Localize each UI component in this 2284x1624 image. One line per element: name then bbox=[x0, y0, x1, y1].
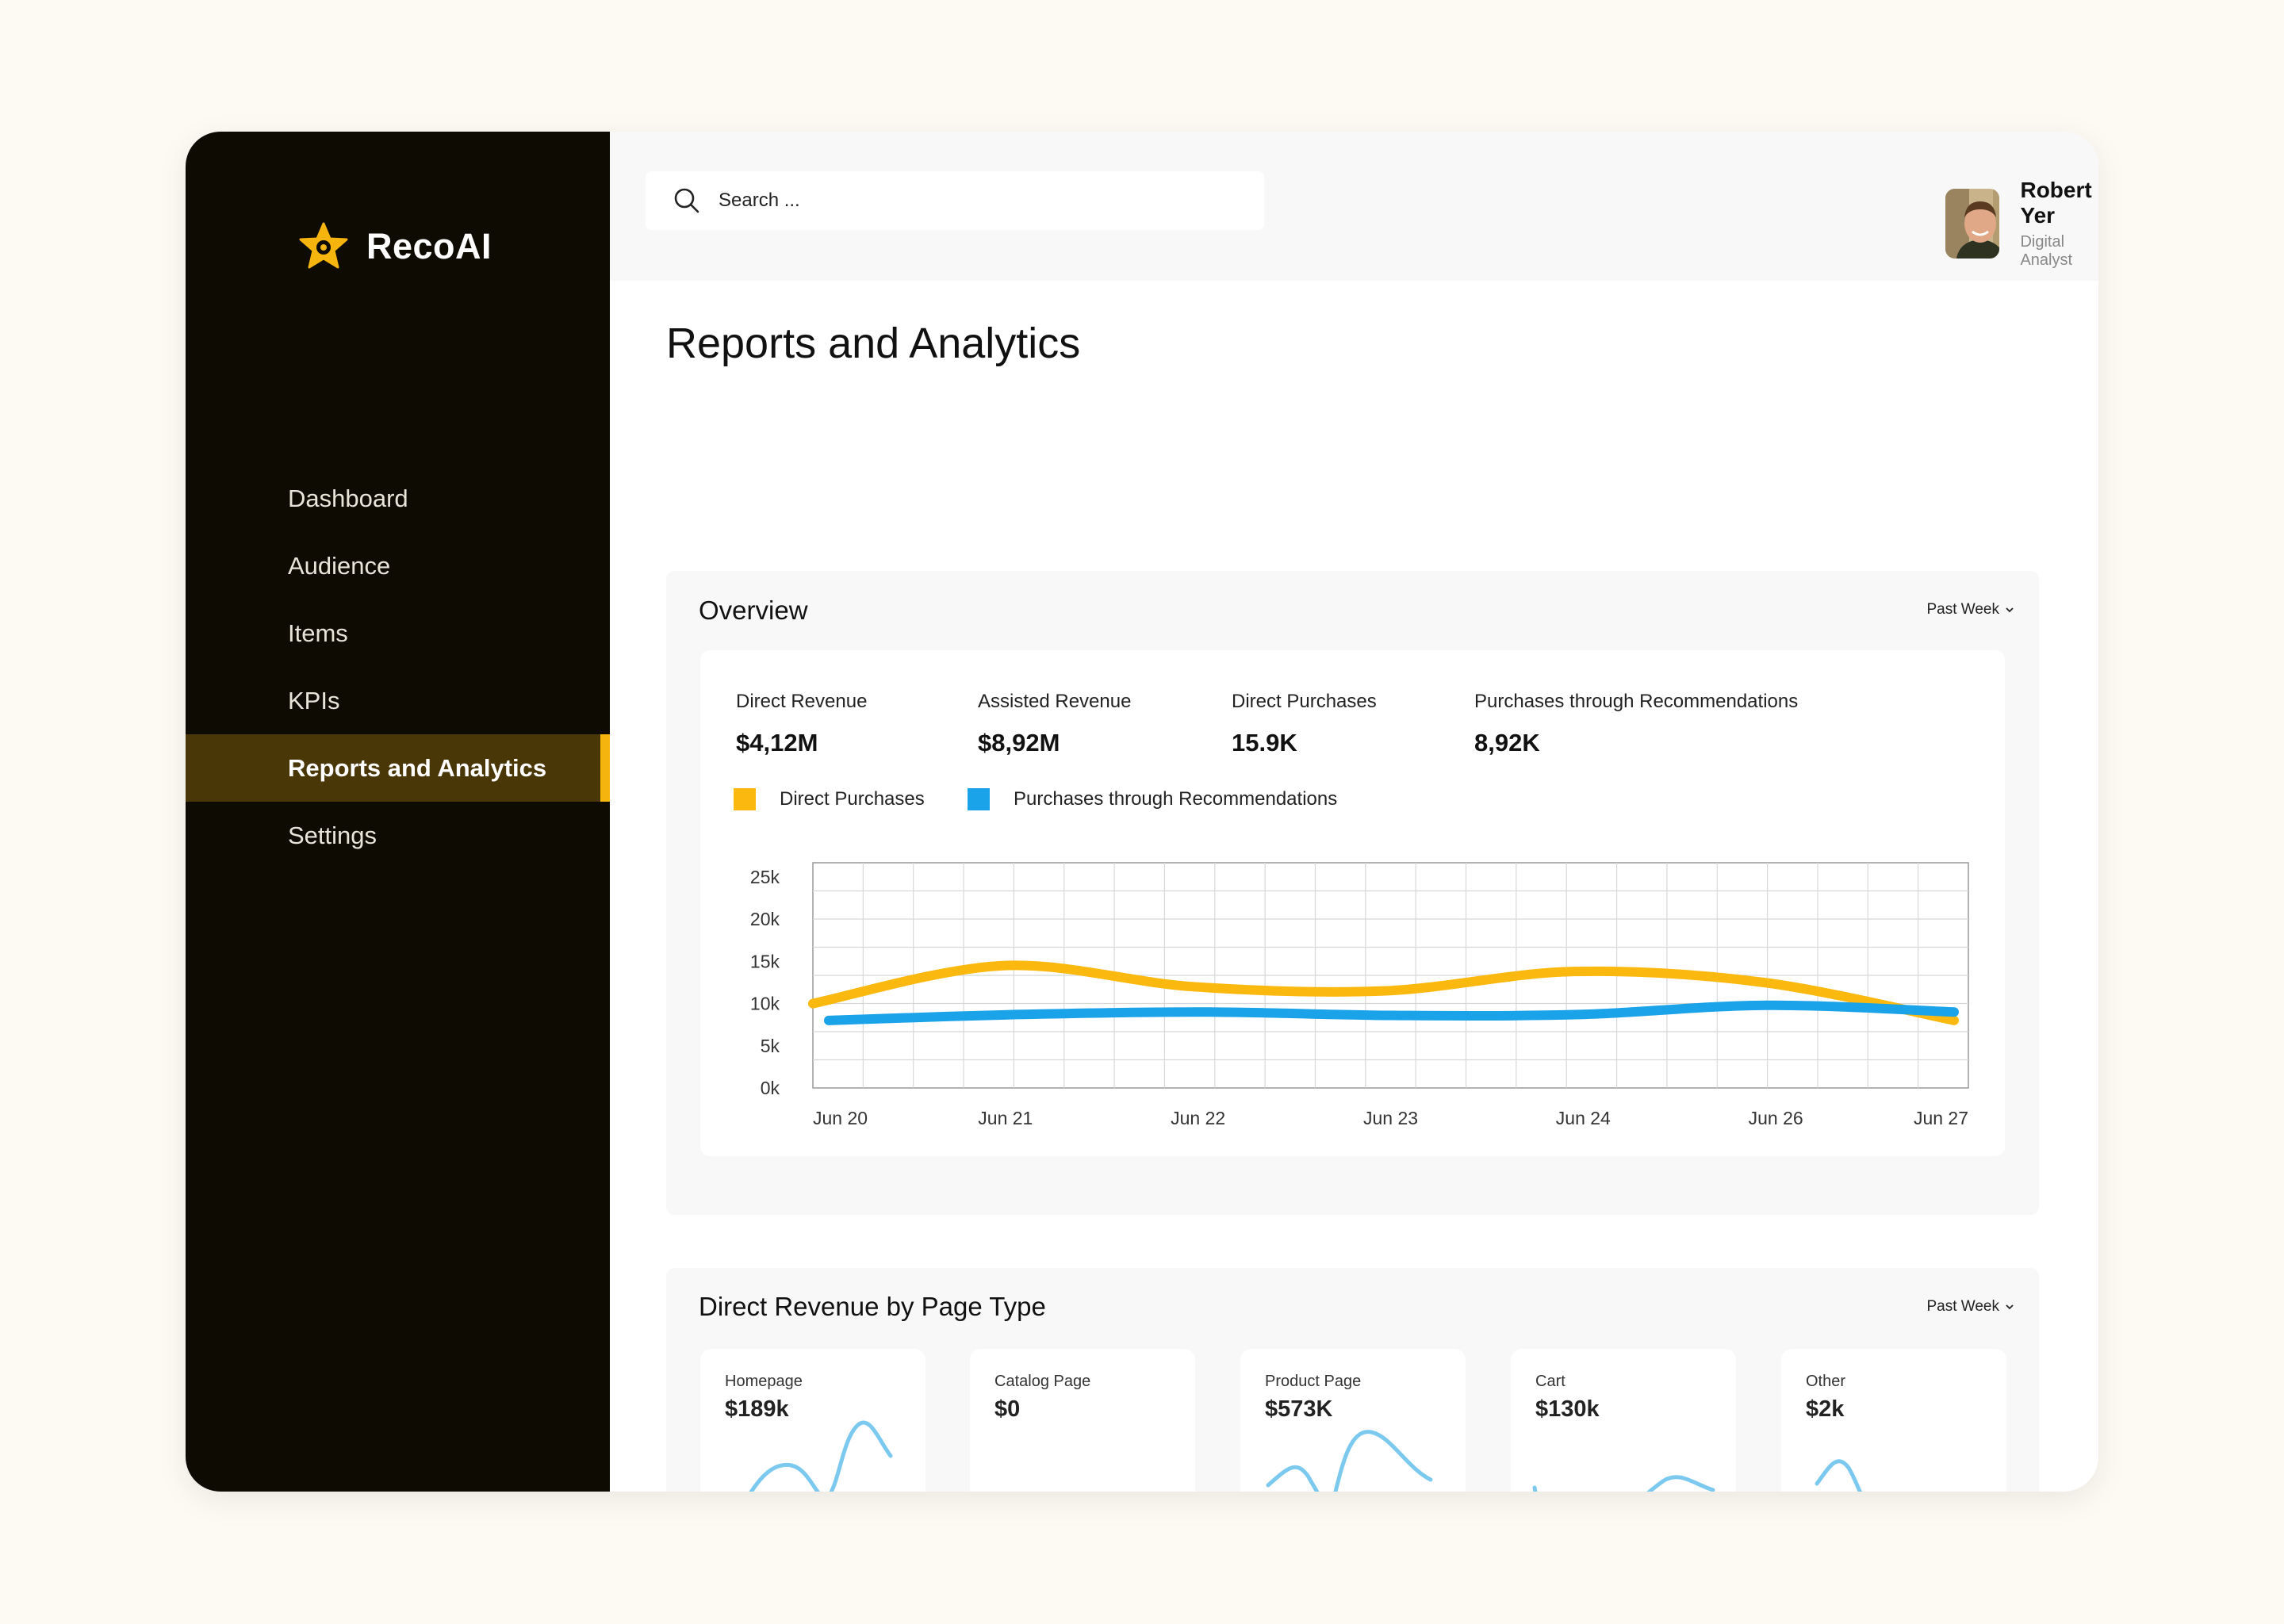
search-box[interactable] bbox=[646, 171, 1264, 230]
page-type-value: $573K bbox=[1265, 1396, 1333, 1422]
page-type-card-catalog-page[interactable]: Catalog Page $0 bbox=[970, 1349, 1195, 1492]
sparkline bbox=[970, 1349, 1195, 1492]
logo[interactable]: RecoAI bbox=[298, 221, 492, 272]
x-tick-label: Jun 27 bbox=[1914, 1108, 1968, 1128]
overview-card: Overview Past Week Direct Revenue $4,12M… bbox=[666, 571, 2039, 1215]
period-label: Past Week bbox=[1926, 601, 1999, 618]
page-type-value: $189k bbox=[725, 1396, 789, 1422]
revenue-by-page-type-card: Direct Revenue by Page Type Past Week Ho… bbox=[666, 1268, 2039, 1492]
x-tick-label: Jun 24 bbox=[1556, 1108, 1611, 1128]
legend-label: Purchases through Recommendations bbox=[1014, 788, 1338, 810]
y-tick-label: 0k bbox=[761, 1078, 780, 1098]
page-type-value: $0 bbox=[994, 1396, 1021, 1422]
page-type-label: Cart bbox=[1535, 1373, 1565, 1390]
stat-direct-revenue: Direct Revenue $4,12M bbox=[736, 691, 867, 757]
sidebar-item-reports-and-analytics[interactable]: Reports and Analytics bbox=[186, 734, 610, 802]
search-icon bbox=[674, 188, 699, 213]
sparkline bbox=[1532, 1475, 1715, 1492]
user-name: Robert Yer bbox=[2020, 178, 2092, 228]
series-line-direct-purchases bbox=[808, 960, 1959, 1025]
stat-label: Assisted Revenue bbox=[978, 691, 1132, 712]
sidebar-item-kpis[interactable]: KPIs bbox=[288, 686, 340, 714]
y-tick-label: 25k bbox=[750, 867, 780, 887]
top-bar: Robert Yer Digital Analyst bbox=[610, 132, 2098, 281]
app-name: RecoAI bbox=[366, 226, 492, 266]
sidebar-item-dashboard[interactable]: Dashboard bbox=[288, 484, 408, 512]
legend-purchases-through-recommendations: Purchases through Recommendations bbox=[968, 788, 1337, 810]
revenue-title: Direct Revenue by Page Type bbox=[699, 1292, 1046, 1321]
page-type-value: $2k bbox=[1806, 1396, 1845, 1422]
sidebar-item-items[interactable]: Items bbox=[288, 619, 348, 647]
y-tick-label: 5k bbox=[761, 1036, 780, 1056]
page-type-card-homepage[interactable]: Homepage $189k bbox=[700, 1349, 925, 1492]
stat-label: Direct Purchases bbox=[1232, 691, 1377, 712]
page-title: Reports and Analytics bbox=[666, 320, 1081, 367]
stat-assisted-revenue: Assisted Revenue $8,92M bbox=[978, 691, 1131, 757]
chevron-down-icon bbox=[2006, 1304, 2014, 1310]
series-line-purchases-through-recommendations bbox=[824, 1000, 1959, 1025]
stat-value: 15.9K bbox=[1232, 729, 1297, 756]
avatar bbox=[1945, 189, 2000, 259]
stat-label: Purchases through Recommendations bbox=[1474, 691, 1799, 712]
legend-direct-purchases: Direct Purchases bbox=[734, 788, 925, 810]
overview-title: Overview bbox=[699, 596, 808, 625]
y-tick-label: 10k bbox=[750, 994, 780, 1014]
main-content: Robert Yer Digital Analyst Reports and A… bbox=[610, 132, 2098, 1492]
user-profile[interactable]: Robert Yer Digital Analyst bbox=[1945, 178, 2098, 270]
x-tick-label: Jun 22 bbox=[1171, 1108, 1225, 1128]
sparkline bbox=[1815, 1459, 1863, 1492]
stat-direct-purchases: Direct Purchases 15.9K bbox=[1232, 691, 1377, 757]
x-tick-label: Jun 26 bbox=[1749, 1108, 1803, 1128]
star-logo-icon bbox=[299, 222, 348, 269]
legend-swatch bbox=[734, 788, 756, 810]
legend-label: Direct Purchases bbox=[780, 788, 925, 810]
page-type-card-other[interactable]: Other $2k bbox=[1781, 1349, 2006, 1492]
sidebar-item-audience[interactable]: Audience bbox=[288, 551, 391, 580]
sidebar-item-settings[interactable]: Settings bbox=[288, 821, 377, 849]
y-tick-label: 20k bbox=[750, 909, 780, 929]
stat-value: $8,92M bbox=[978, 729, 1060, 756]
app-window: RecoAI Dashboard Audience Items KPIs Rep… bbox=[186, 132, 2098, 1492]
page-type-card-cart[interactable]: Cart $130k bbox=[1511, 1349, 1736, 1492]
overview-panel: Direct Revenue $4,12M Assisted Revenue $… bbox=[700, 650, 2005, 1156]
stat-purchases-through-recommendations: Purchases through Recommendations 8,92K bbox=[1474, 691, 1798, 757]
line-chart: 0k 5k 10k 15k 20k 25k Jun 20 Jun 21 Jun 22 Jun 23… bbox=[750, 862, 1969, 1128]
stat-value: 8,92K bbox=[1474, 729, 1540, 756]
revenue-period-select[interactable]: Past Week bbox=[1926, 1298, 2015, 1316]
sidebar-nav: Dashboard Audience Items KPIs Reports an… bbox=[186, 465, 610, 869]
period-label: Past Week bbox=[1926, 1298, 1999, 1315]
user-role: Digital Analyst bbox=[2020, 233, 2073, 269]
legend-swatch bbox=[968, 788, 990, 810]
stat-label: Direct Revenue bbox=[736, 691, 868, 712]
sidebar: RecoAI Dashboard Audience Items KPIs Rep… bbox=[186, 132, 610, 1492]
page-type-label: Product Page bbox=[1265, 1373, 1362, 1390]
stat-value: $4,12M bbox=[736, 729, 818, 756]
y-tick-label: 15k bbox=[750, 951, 780, 971]
page-type-value: $130k bbox=[1535, 1396, 1600, 1422]
page-type-label: Other bbox=[1806, 1373, 1846, 1390]
x-tick-label: Jun 21 bbox=[978, 1108, 1033, 1128]
page-type-label: Homepage bbox=[725, 1373, 803, 1390]
overview-period-select[interactable]: Past Week bbox=[1926, 601, 2015, 619]
page-type-card-product-page[interactable]: Product Page $573K bbox=[1240, 1349, 1466, 1492]
page-type-label: Catalog Page bbox=[994, 1373, 1091, 1390]
search-input[interactable] bbox=[717, 189, 1196, 213]
sparkline bbox=[749, 1420, 893, 1492]
x-tick-label: Jun 20 bbox=[813, 1108, 868, 1128]
chevron-down-icon bbox=[2006, 607, 2014, 613]
sparkline bbox=[1266, 1430, 1433, 1492]
x-tick-label: Jun 23 bbox=[1363, 1108, 1418, 1128]
